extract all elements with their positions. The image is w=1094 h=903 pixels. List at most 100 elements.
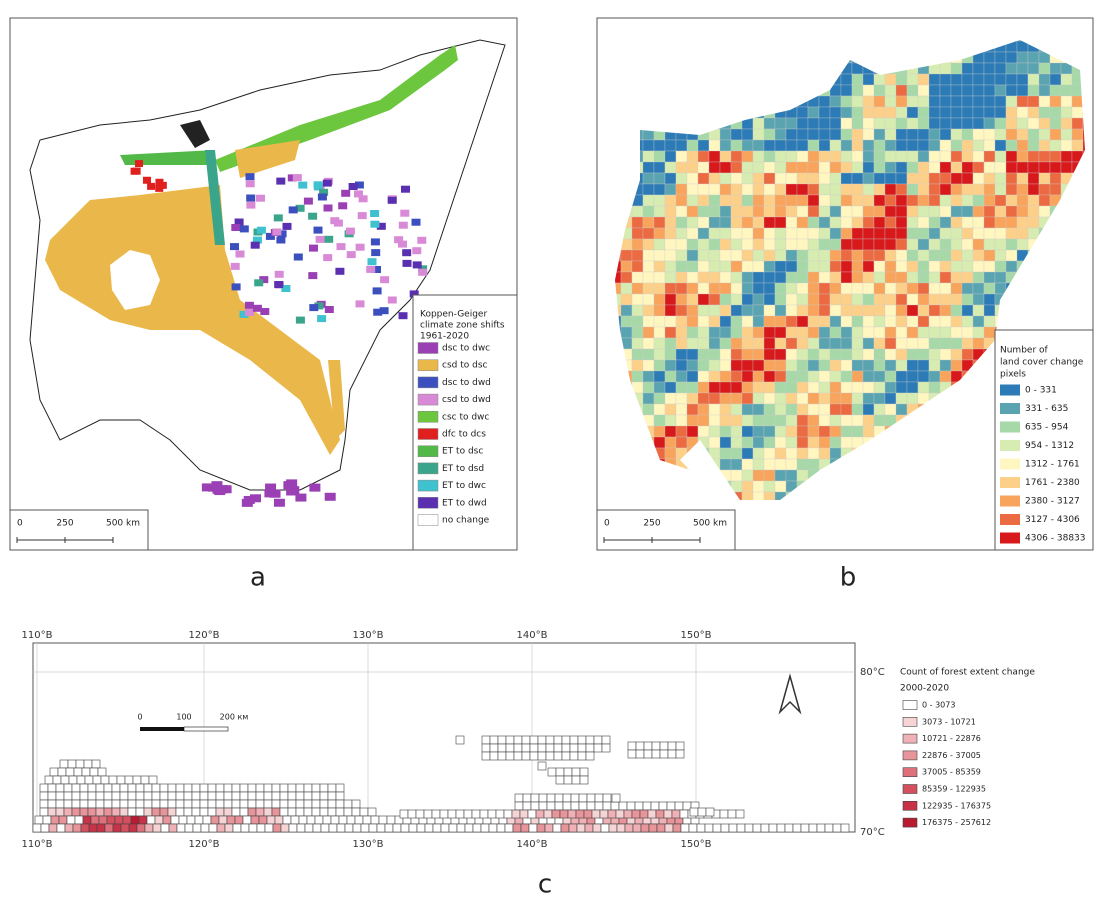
forest-cell bbox=[200, 792, 208, 800]
map-cell bbox=[1028, 206, 1039, 217]
forest-cell bbox=[809, 824, 817, 832]
forest-cell bbox=[641, 824, 649, 832]
map-cell bbox=[742, 481, 753, 492]
map-cell bbox=[742, 294, 753, 305]
map-cell bbox=[687, 184, 698, 195]
map-cell bbox=[698, 305, 709, 316]
map-cell bbox=[797, 283, 808, 294]
forest-cell bbox=[472, 810, 480, 818]
map-cell bbox=[940, 184, 951, 195]
forest-cell bbox=[74, 768, 82, 776]
zone-cell bbox=[296, 317, 305, 324]
forest-cell bbox=[305, 824, 313, 832]
forest-cell bbox=[697, 824, 705, 832]
forest-cell bbox=[136, 792, 144, 800]
map-cell bbox=[665, 404, 676, 415]
map-cell bbox=[1028, 162, 1039, 173]
map-cell bbox=[940, 250, 951, 261]
forest-cell bbox=[265, 824, 273, 832]
forest-cell bbox=[64, 808, 72, 816]
map-cell bbox=[940, 272, 951, 283]
map-cell bbox=[753, 338, 764, 349]
zone-cell bbox=[417, 237, 426, 244]
map-cell bbox=[1006, 239, 1017, 250]
forest-cell bbox=[49, 824, 57, 832]
map-cell bbox=[929, 305, 940, 316]
map-cell bbox=[753, 140, 764, 151]
map-cell bbox=[951, 283, 962, 294]
forest-cell bbox=[528, 810, 536, 818]
forest-cell bbox=[109, 776, 117, 784]
map-cell bbox=[654, 228, 665, 239]
map-cell bbox=[764, 426, 775, 437]
forest-cell bbox=[48, 800, 56, 808]
map-cell bbox=[962, 272, 973, 283]
map-cell bbox=[896, 151, 907, 162]
forest-cell bbox=[217, 824, 225, 832]
legend-label: dsc to dwc bbox=[442, 344, 490, 354]
map-cell bbox=[863, 316, 874, 327]
map-cell bbox=[621, 305, 632, 316]
map-cell bbox=[676, 228, 687, 239]
map-cell bbox=[753, 118, 764, 129]
map-cell bbox=[940, 228, 951, 239]
forest-cell bbox=[522, 752, 530, 760]
map-cell bbox=[830, 294, 841, 305]
map-cell bbox=[940, 371, 951, 382]
legend-swatch bbox=[903, 701, 917, 710]
map-cell bbox=[786, 327, 797, 338]
map-cell bbox=[874, 294, 885, 305]
map-cell bbox=[786, 118, 797, 129]
map-cell bbox=[665, 338, 676, 349]
map-cell bbox=[852, 415, 863, 426]
zone-cell bbox=[402, 249, 411, 256]
forest-cell bbox=[568, 810, 576, 818]
forest-cell bbox=[160, 808, 168, 816]
map-cell bbox=[676, 195, 687, 206]
map-cell bbox=[742, 217, 753, 228]
forest-cell bbox=[104, 792, 112, 800]
map-cell bbox=[665, 305, 676, 316]
legend-label: ET to dsd bbox=[442, 464, 484, 474]
map-cell bbox=[896, 382, 907, 393]
zone-cell bbox=[323, 254, 332, 261]
zone-cell bbox=[308, 272, 317, 279]
map-cell bbox=[962, 217, 973, 228]
map-cell bbox=[940, 63, 951, 74]
map-cell bbox=[874, 404, 885, 415]
map-cell bbox=[819, 118, 830, 129]
map-cell bbox=[797, 305, 808, 316]
legend-swatch bbox=[1000, 440, 1020, 451]
map-cell bbox=[665, 349, 676, 360]
map-cell bbox=[764, 206, 775, 217]
forest-cell bbox=[546, 752, 554, 760]
map-cell bbox=[797, 371, 808, 382]
map-cell bbox=[995, 107, 1006, 118]
map-cell bbox=[1050, 140, 1061, 151]
map-cell bbox=[995, 118, 1006, 129]
map-cell bbox=[984, 316, 995, 327]
map-cell bbox=[907, 316, 918, 327]
map-cell bbox=[819, 140, 830, 151]
map-cell bbox=[742, 404, 753, 415]
forest-cell bbox=[288, 800, 296, 808]
forest-cell bbox=[609, 824, 617, 832]
forest-cell bbox=[825, 824, 833, 832]
map-cell bbox=[687, 151, 698, 162]
map-cell bbox=[918, 250, 929, 261]
zone-cell bbox=[286, 487, 297, 495]
map-cell bbox=[1039, 85, 1050, 96]
map-cell bbox=[654, 184, 665, 195]
map-cell bbox=[819, 448, 830, 459]
map-cell bbox=[676, 327, 687, 338]
map-cell bbox=[753, 349, 764, 360]
map-cell bbox=[731, 360, 742, 371]
forest-cell bbox=[216, 808, 224, 816]
map-cell bbox=[797, 206, 808, 217]
map-cell bbox=[698, 217, 709, 228]
map-cell bbox=[632, 327, 643, 338]
map-cell bbox=[874, 415, 885, 426]
map-cell bbox=[786, 184, 797, 195]
forest-cell bbox=[586, 752, 594, 760]
forest-cell bbox=[160, 792, 168, 800]
